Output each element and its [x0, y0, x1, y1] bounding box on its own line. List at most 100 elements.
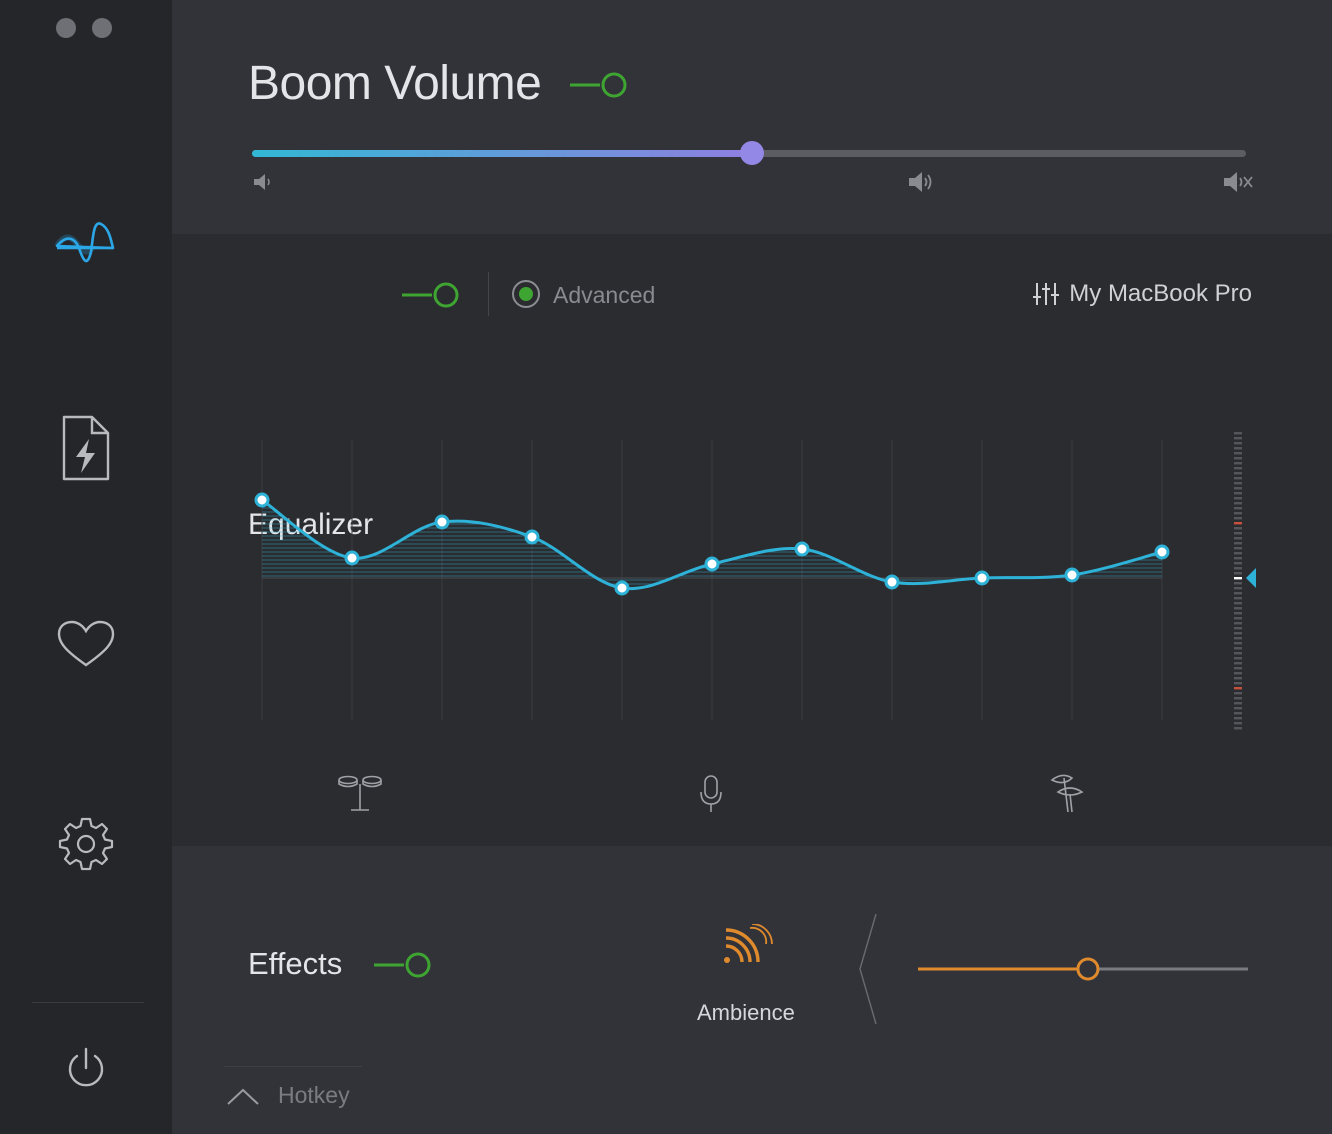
effects-title: Effects [248, 946, 343, 981]
level-meter-tick [1234, 582, 1242, 585]
level-meter-tick [1234, 497, 1242, 500]
level-meter-tick [1234, 467, 1242, 470]
ambience-slider-knob[interactable] [1076, 957, 1100, 981]
volume-title: Boom Volume [248, 57, 542, 110]
sidebar-item-equalizer[interactable] [50, 204, 122, 276]
level-meter-tick [1234, 487, 1242, 490]
eq-band-handle[interactable] [794, 541, 810, 557]
level-meter-tick [1234, 662, 1242, 665]
level-meter-tick [1234, 432, 1242, 435]
eq-band-handle[interactable] [884, 574, 900, 590]
eq-band-handle[interactable] [344, 550, 360, 566]
level-meter-tick [1234, 717, 1242, 720]
sidebar-divider [32, 1002, 144, 1003]
level-meter-tick [1234, 557, 1242, 560]
level-meter-tick [1234, 457, 1242, 460]
volume-toggle[interactable] [570, 70, 632, 100]
level-meter-tick [1234, 602, 1242, 605]
level-meter-tick [1234, 712, 1242, 715]
device-label: My MacBook Pro [1069, 280, 1252, 307]
level-meter-tick [1234, 667, 1242, 670]
level-meter-tick [1234, 597, 1242, 600]
level-meter-tick [1234, 677, 1242, 680]
hotkey-label: Hotkey [278, 1082, 350, 1108]
ambience-label: Ambience [697, 1000, 795, 1025]
window-controls [56, 18, 112, 38]
level-meter-tick [1234, 577, 1242, 580]
level-meter-tick [1234, 627, 1242, 630]
level-pointer [1246, 568, 1256, 588]
cymbal-icon [1050, 774, 1084, 813]
eq-curve-fill [262, 500, 1162, 589]
sidebar-item-boost[interactable] [50, 412, 122, 484]
sidebar-item-favorites[interactable] [50, 608, 122, 680]
level-meter-tick [1234, 527, 1242, 530]
level-meter-tick [1234, 567, 1242, 570]
device-selector[interactable]: My MacBook Pro [1033, 280, 1252, 308]
advanced-radio[interactable] [512, 280, 540, 308]
level-meter-tick [1234, 727, 1242, 730]
eq-band-handle[interactable] [524, 529, 540, 545]
level-meter-tick [1234, 632, 1242, 635]
level-meter-tick [1234, 672, 1242, 675]
eq-band-handle[interactable] [704, 556, 720, 572]
level-meter-tick [1234, 517, 1242, 520]
level-meter-tick [1234, 682, 1242, 685]
level-meter-tick [1234, 562, 1242, 565]
volume-slider-knob[interactable] [739, 141, 764, 165]
level-meter-tick [1234, 462, 1242, 465]
level-meter-tick [1234, 547, 1242, 550]
volume-slider-fill [252, 150, 752, 157]
eq-band-handle[interactable] [1154, 544, 1170, 560]
gear-icon [58, 817, 114, 871]
advanced-radio-dot [519, 287, 533, 301]
equalizer-graph[interactable] [172, 234, 1332, 846]
level-meter-tick [1234, 697, 1242, 700]
effects-panel: Effects Ambience Hotkey [172, 846, 1332, 1134]
file-lightning-icon [62, 415, 110, 481]
level-meter-tick [1234, 652, 1242, 655]
equalizer-divider [488, 272, 489, 316]
level-meter-tick [1234, 537, 1242, 540]
effects-toggle[interactable] [374, 950, 436, 980]
equalizer-toggle[interactable] [402, 280, 464, 310]
speaker-high-icon [909, 172, 932, 192]
level-meter-tick [1234, 592, 1242, 595]
drum-icon [338, 775, 382, 811]
close-window-button[interactable] [56, 18, 76, 38]
ambience-effect[interactable] [720, 923, 776, 985]
sine-wave-icon [54, 222, 115, 263]
advanced-label: Advanced [553, 282, 656, 308]
level-meter-tick [1234, 617, 1242, 620]
eq-band-handle[interactable] [974, 570, 990, 586]
hotkey-divider [224, 1066, 362, 1067]
hotkey-toggle[interactable]: Hotkey [226, 1082, 350, 1109]
sidebar-item-settings[interactable] [50, 808, 122, 880]
level-meter-tick [1234, 437, 1242, 440]
level-meter-tick [1234, 612, 1242, 615]
level-meter-tick [1234, 452, 1242, 455]
ambience-slider[interactable] [912, 954, 1252, 984]
level-meter-tick [1234, 587, 1242, 590]
level-meter-tick [1234, 622, 1242, 625]
level-meter-tick [1234, 642, 1242, 645]
eq-band-handle[interactable] [254, 492, 270, 508]
speaker-low-icon [254, 174, 270, 190]
level-meter-tick [1234, 482, 1242, 485]
sliders-icon [1033, 283, 1060, 305]
level-meter-tick [1234, 647, 1242, 650]
level-meter-tick [1234, 472, 1242, 475]
eq-band-handle[interactable] [614, 580, 630, 596]
power-button[interactable] [50, 1032, 122, 1104]
power-icon [68, 1047, 104, 1087]
level-meter-tick [1234, 687, 1242, 690]
level-meter-tick [1234, 532, 1242, 535]
level-meter-tick [1234, 657, 1242, 660]
level-meter-tick [1234, 522, 1242, 525]
level-meter-tick [1234, 502, 1242, 505]
eq-band-handle[interactable] [1064, 567, 1080, 583]
level-meter-tick [1234, 722, 1242, 725]
minimize-window-button[interactable] [92, 18, 112, 38]
eq-band-handle[interactable] [434, 514, 450, 530]
level-meter-tick [1234, 637, 1242, 640]
